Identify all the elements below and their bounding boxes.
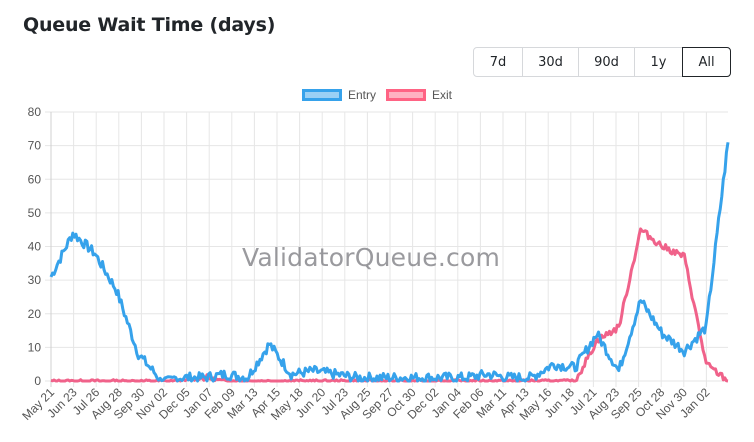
svg-text:20: 20 xyxy=(28,307,42,321)
svg-text:60: 60 xyxy=(28,172,42,186)
range-button-90d[interactable]: 90d xyxy=(578,48,634,76)
svg-text:80: 80 xyxy=(28,105,42,119)
svg-text:0: 0 xyxy=(34,374,41,388)
entry-series-line xyxy=(49,142,730,383)
svg-text:50: 50 xyxy=(28,206,42,220)
legend-swatch-exit xyxy=(386,89,426,101)
range-button-30d[interactable]: 30d xyxy=(522,48,578,76)
svg-text:40: 40 xyxy=(28,240,42,254)
watermark: ValidatorQueue.com xyxy=(242,243,501,272)
time-range-selector: 7d 30d 90d 1y All xyxy=(473,47,731,77)
legend-item-exit[interactable]: Exit xyxy=(386,88,452,102)
y-axis: 0 10 20 30 40 50 60 70 80 xyxy=(28,105,42,388)
svg-text:70: 70 xyxy=(28,139,42,153)
legend-item-entry[interactable]: Entry xyxy=(301,88,376,102)
page-title: Queue Wait Time (days) xyxy=(23,14,276,36)
svg-text:10: 10 xyxy=(28,340,42,354)
range-button-1y[interactable]: 1y xyxy=(634,48,682,76)
svg-text:30: 30 xyxy=(28,273,42,287)
legend-label-entry: Entry xyxy=(347,88,376,102)
range-button-all[interactable]: All xyxy=(682,47,731,77)
range-button-7d[interactable]: 7d xyxy=(474,48,522,76)
chart-legend: Entry Exit xyxy=(0,88,754,102)
legend-swatch-entry xyxy=(301,89,342,101)
chart-grid xyxy=(45,111,728,387)
legend-label-exit: Exit xyxy=(432,88,453,102)
